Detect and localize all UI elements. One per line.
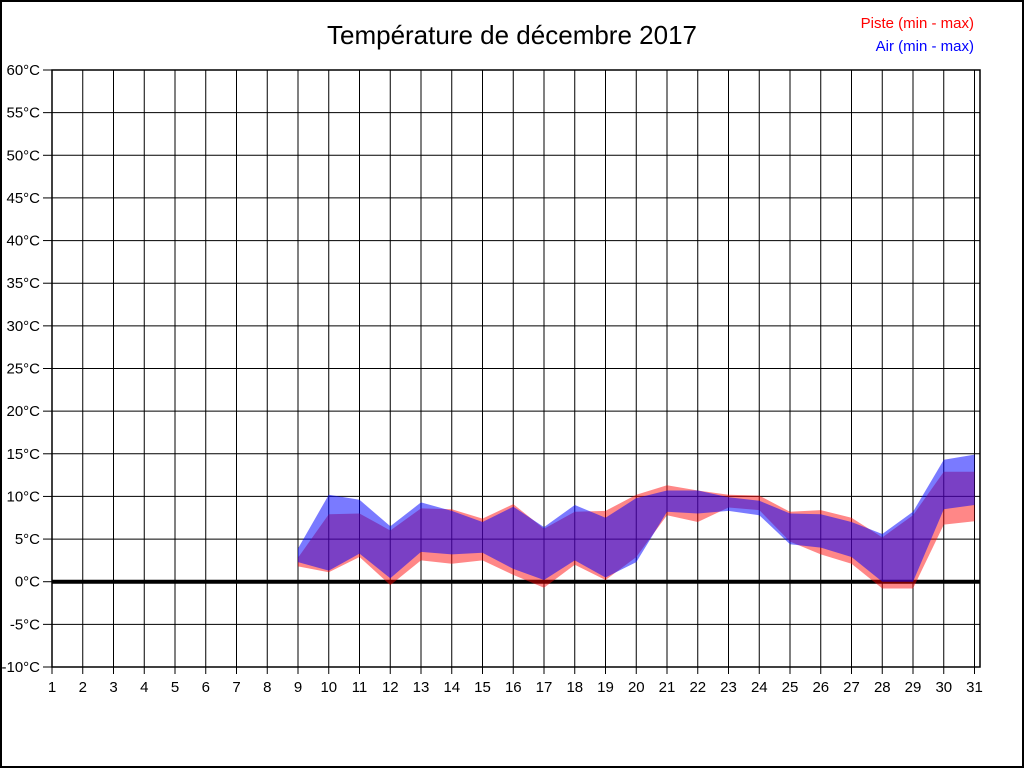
y-tick-label: 10°C: [6, 488, 40, 505]
y-tick-label: 15°C: [6, 446, 40, 463]
x-tick-label: 18: [566, 679, 583, 696]
legend-item-air: Air (min - max): [875, 38, 974, 55]
x-tick-label: 14: [443, 679, 460, 696]
y-tick-label: 0°C: [15, 574, 40, 591]
x-tick-label: 19: [597, 679, 614, 696]
plot-frame: [51, 69, 981, 668]
y-tick-label: -10°C: [2, 659, 40, 676]
x-tick-label: 21: [659, 679, 676, 696]
y-tick-label: 55°C: [6, 105, 40, 122]
x-tick-label: 25: [782, 679, 799, 696]
x-tick-label: 16: [505, 679, 522, 696]
x-tick-label: 22: [689, 679, 706, 696]
chart-legend: Piste (min - max) Air (min - max): [861, 12, 974, 58]
legend-item-piste: Piste (min - max): [860, 15, 974, 32]
x-tick-label: 20: [628, 679, 645, 696]
x-tick-label: 8: [263, 679, 271, 696]
air-band: [298, 454, 975, 582]
x-tick-label: 10: [320, 679, 337, 696]
x-tick-label: 13: [413, 679, 430, 696]
x-tick-label: 3: [109, 679, 117, 696]
y-tick-label: 60°C: [6, 62, 40, 79]
x-tick-label: 6: [202, 679, 210, 696]
x-tick-label: 30: [935, 679, 952, 696]
y-tick-label: 20°C: [6, 403, 40, 420]
x-tick-label: 17: [536, 679, 553, 696]
x-tick-label: 23: [720, 679, 737, 696]
x-tick-label: 27: [843, 679, 860, 696]
x-tick-label: 29: [905, 679, 922, 696]
x-tick-label: 26: [812, 679, 829, 696]
x-tick-label: 11: [352, 679, 368, 696]
chart-title: Température de décembre 2017: [326, 20, 697, 50]
x-tick-label: 1: [48, 679, 56, 696]
x-tick-label: 31: [966, 679, 983, 696]
x-tick-label: 24: [751, 679, 768, 696]
y-tick-label: 50°C: [6, 147, 40, 164]
y-tick-label: 35°C: [6, 275, 40, 292]
x-tick-label: 12: [382, 679, 399, 696]
y-tick-label: 30°C: [6, 318, 40, 335]
x-tick-label: 5: [171, 679, 179, 696]
y-tick-label: 40°C: [6, 233, 40, 250]
x-tick-label: 9: [294, 679, 302, 696]
x-tick-label: 28: [874, 679, 891, 696]
y-tick-label: 25°C: [6, 361, 40, 378]
x-tick-label: 2: [79, 679, 87, 696]
x-tick-label: 7: [232, 679, 240, 696]
x-tick-label: 4: [140, 679, 148, 696]
x-tick-label: 15: [474, 679, 491, 696]
y-tick-label: 45°C: [6, 190, 40, 207]
y-tick-label: -5°C: [10, 616, 40, 633]
y-tick-label: 5°C: [15, 531, 40, 548]
